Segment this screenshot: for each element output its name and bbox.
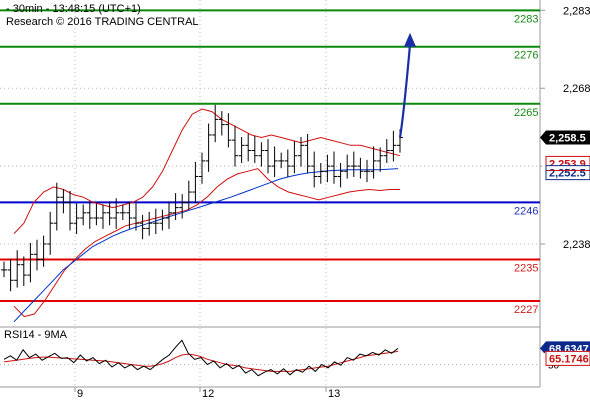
projection-arrow-shaft bbox=[398, 44, 412, 138]
chart-header-copyright: Research © 2016 TRADING CENTRAL bbox=[6, 16, 199, 28]
rsi-ma-value-badge: 65.1746 bbox=[540, 351, 590, 366]
price-panel bbox=[0, 0, 540, 327]
price-tick-label: 2,238 bbox=[563, 239, 590, 251]
key-level-label: 2235 bbox=[514, 263, 538, 275]
current-price-badge: 2,258.5 bbox=[540, 130, 590, 145]
chart-header-timeframe: - 30min - 13:48:15 (UTC+1) bbox=[6, 3, 141, 15]
key-level-label: 2227 bbox=[514, 304, 538, 316]
rsi-ma-line bbox=[3, 350, 399, 372]
moving-average-badge-border bbox=[545, 165, 590, 181]
rsi-line bbox=[3, 339, 399, 377]
time-tick-label: 12 bbox=[202, 388, 214, 400]
rsi-tick-label: 50 bbox=[548, 360, 560, 371]
rsi-panel bbox=[0, 327, 540, 387]
bollinger-upper-line bbox=[13, 108, 401, 234]
rsi-lines bbox=[3, 339, 399, 377]
current-price-badge-text: 2,258.5 bbox=[549, 133, 586, 145]
key-level-label: 2276 bbox=[514, 50, 538, 62]
key-levels: 2283 2276 2265 2246 2235 2227 bbox=[0, 9, 540, 316]
rsi-ma-badge-border bbox=[545, 350, 590, 366]
price-tick-label: 2,283 bbox=[563, 5, 590, 17]
time-tick-label: 13 bbox=[328, 388, 340, 400]
projection-arrow-head bbox=[404, 32, 416, 47]
rsi-header: RSI14 - 9MA bbox=[4, 329, 68, 341]
key-level-label: 2246 bbox=[514, 205, 538, 217]
gridlines bbox=[0, 0, 540, 387]
moving-average-badge-text: 2,252.5 bbox=[549, 168, 586, 180]
price-tick-label: 2,268 bbox=[563, 83, 590, 95]
bollinger-badge-border bbox=[545, 155, 590, 171]
key-level-label: 2283 bbox=[514, 13, 538, 25]
time-axis: 9 12 13 bbox=[74, 387, 340, 400]
bollinger-lower-line bbox=[13, 168, 400, 318]
projection-arrow bbox=[398, 32, 416, 138]
rsi-ma-value-badge-text: 65.1746 bbox=[549, 353, 589, 365]
time-tick-label: 9 bbox=[77, 388, 83, 400]
price-bars bbox=[1, 104, 403, 292]
moving-average-badge: 2,252.5 bbox=[540, 165, 590, 180]
key-level-label: 2265 bbox=[514, 107, 538, 119]
